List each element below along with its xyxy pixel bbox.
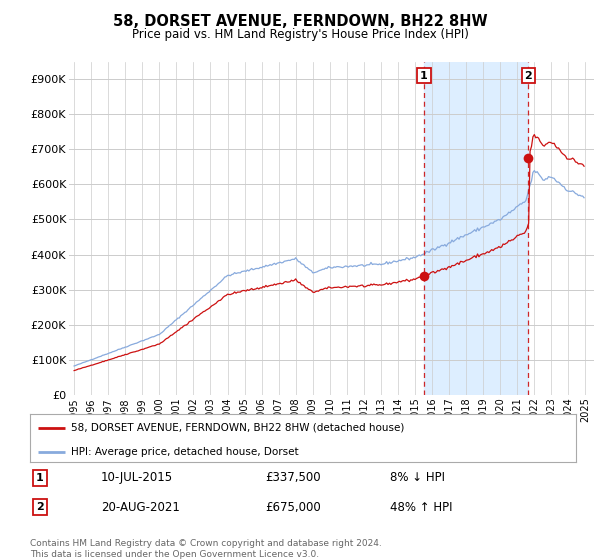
Text: 48% ↑ HPI: 48% ↑ HPI xyxy=(391,501,453,514)
Text: 2: 2 xyxy=(524,71,532,81)
Text: 10-JUL-2015: 10-JUL-2015 xyxy=(101,471,173,484)
Text: 58, DORSET AVENUE, FERNDOWN, BH22 8HW: 58, DORSET AVENUE, FERNDOWN, BH22 8HW xyxy=(113,14,487,29)
Text: £337,500: £337,500 xyxy=(265,471,320,484)
Text: Contains HM Land Registry data © Crown copyright and database right 2024.
This d: Contains HM Land Registry data © Crown c… xyxy=(30,539,382,559)
Text: 20-AUG-2021: 20-AUG-2021 xyxy=(101,501,180,514)
Text: 8% ↓ HPI: 8% ↓ HPI xyxy=(391,471,445,484)
Text: 58, DORSET AVENUE, FERNDOWN, BH22 8HW (detached house): 58, DORSET AVENUE, FERNDOWN, BH22 8HW (d… xyxy=(71,423,404,433)
Text: 1: 1 xyxy=(420,71,428,81)
Text: 2: 2 xyxy=(36,502,44,512)
Text: £675,000: £675,000 xyxy=(265,501,320,514)
Text: Price paid vs. HM Land Registry's House Price Index (HPI): Price paid vs. HM Land Registry's House … xyxy=(131,28,469,41)
Bar xyxy=(424,62,528,395)
Text: 1: 1 xyxy=(36,473,44,483)
Text: HPI: Average price, detached house, Dorset: HPI: Average price, detached house, Dors… xyxy=(71,446,299,456)
